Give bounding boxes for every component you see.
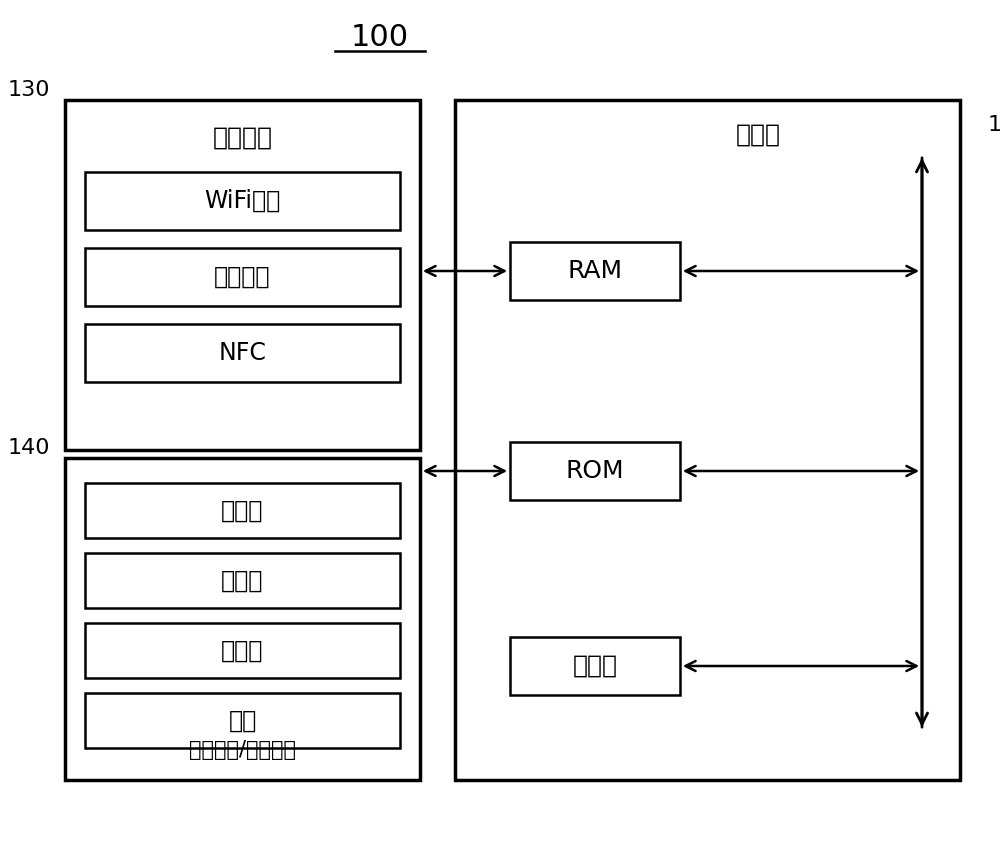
Bar xyxy=(510,242,680,300)
Text: ROM: ROM xyxy=(566,459,624,483)
Bar xyxy=(85,693,400,748)
Bar xyxy=(85,483,400,538)
Bar xyxy=(510,442,680,500)
Text: 用户输入/输出接口: 用户输入/输出接口 xyxy=(189,740,296,760)
Text: 通信接口: 通信接口 xyxy=(212,126,272,150)
Text: 130: 130 xyxy=(8,80,50,100)
Text: 110: 110 xyxy=(988,115,1000,135)
Bar xyxy=(455,100,960,780)
Text: 传感器: 传感器 xyxy=(221,638,264,663)
Text: WiFi芯片: WiFi芯片 xyxy=(204,189,281,213)
Bar xyxy=(65,458,420,780)
Text: 蓝牙模块: 蓝牙模块 xyxy=(214,265,271,289)
Bar xyxy=(85,553,400,608)
Text: 100: 100 xyxy=(351,22,409,51)
Text: RAM: RAM xyxy=(567,259,623,283)
Text: 处理器: 处理器 xyxy=(572,654,618,678)
Bar xyxy=(85,248,400,306)
Text: 140: 140 xyxy=(8,438,50,458)
Bar xyxy=(85,623,400,678)
Bar xyxy=(65,100,420,450)
Text: 触摸板: 触摸板 xyxy=(221,568,264,592)
Bar xyxy=(510,637,680,695)
Bar xyxy=(85,324,400,382)
Bar xyxy=(85,172,400,230)
Text: NFC: NFC xyxy=(219,341,266,365)
Text: 按键: 按键 xyxy=(228,709,257,733)
Text: 控制器: 控制器 xyxy=(736,123,780,147)
Text: 麦克风: 麦克风 xyxy=(221,498,264,522)
